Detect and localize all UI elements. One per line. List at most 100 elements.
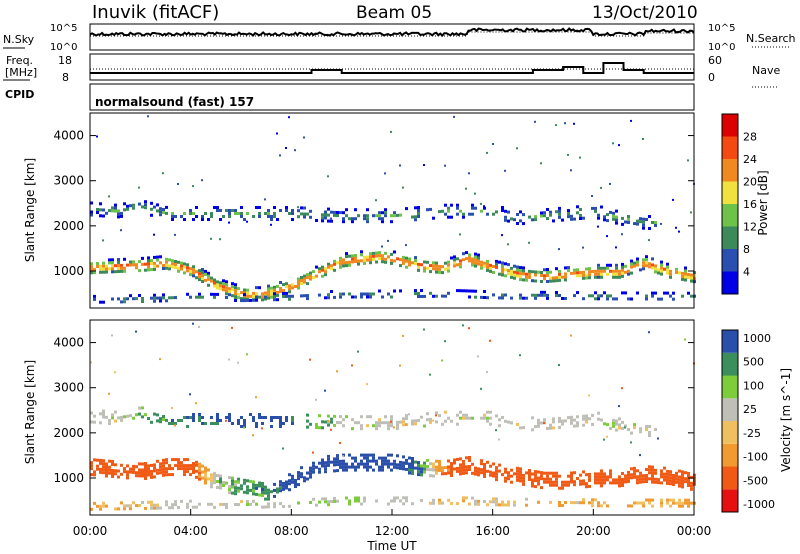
echo-cell [591, 206, 594, 210]
echo-cell [453, 264, 456, 268]
echo-cell [414, 292, 417, 296]
echo-cell [510, 269, 513, 273]
echo-cell [594, 269, 597, 273]
echo-cell [519, 266, 522, 270]
echo-cell [681, 470, 684, 474]
echo-cell [465, 251, 468, 255]
echo-cell [567, 266, 570, 270]
echo-cell [189, 209, 192, 212]
echo-cell [108, 471, 111, 475]
echo-cell [447, 260, 450, 264]
echo-cell [516, 268, 519, 272]
echo-cell [402, 496, 405, 500]
echo-cell [156, 264, 159, 268]
echo-cell [252, 294, 255, 298]
echo-cell [294, 149, 296, 152]
echo-cell [690, 501, 693, 505]
echo-cell [522, 266, 525, 270]
echo-cell [333, 414, 336, 418]
echo-cell [414, 422, 417, 426]
echo-cell [669, 272, 672, 276]
echo-cell [192, 185, 194, 188]
echo-cell [639, 430, 642, 434]
echo-cell [354, 208, 357, 212]
echo-cell [582, 423, 585, 427]
echo-cell [621, 265, 624, 269]
echo-cell [363, 499, 366, 503]
echo-cell [540, 290, 543, 294]
echo-cell [234, 503, 237, 506]
echo-cell [522, 269, 525, 273]
echo-cell [510, 266, 513, 270]
echo-cell [489, 416, 492, 420]
echo-cell [108, 422, 111, 426]
echo-cell [327, 420, 330, 424]
echo-cell [99, 421, 102, 425]
echo-cell [393, 499, 396, 503]
frequency-line [90, 62, 694, 74]
echo-cell [309, 209, 312, 213]
echo-cell [639, 471, 642, 475]
echo-cell [324, 216, 327, 220]
echo-cell [660, 504, 663, 508]
echo-cell [372, 214, 375, 218]
echo-cell [282, 487, 285, 491]
echo-cell [534, 273, 537, 277]
echo-cell [117, 297, 120, 301]
echo-cell [264, 198, 266, 201]
echo-cell [684, 266, 687, 270]
echo-cell [570, 169, 572, 172]
echo-cell [291, 212, 294, 215]
echo-cell [552, 420, 555, 424]
echo-cell [495, 472, 498, 476]
echo-cell [102, 504, 105, 508]
echo-cell [378, 214, 381, 218]
echo-cell [309, 274, 312, 278]
echo-cell [486, 262, 489, 266]
echo-cell [498, 424, 501, 428]
echo-cell [483, 261, 486, 265]
echo-cell [132, 297, 135, 301]
colorbar-swatch [722, 271, 738, 294]
echo-cell [576, 205, 579, 209]
echo-cell [417, 464, 420, 468]
echo-cell [468, 295, 471, 299]
echo-cell [654, 224, 657, 227]
echo-cell [102, 267, 105, 271]
echo-cell [486, 371, 488, 374]
echo-cell [171, 473, 174, 477]
echo-cell [519, 479, 522, 483]
echo-cell [651, 474, 654, 478]
echo-cell [489, 473, 492, 477]
echo-cell [459, 265, 462, 269]
echo-cell [579, 156, 581, 159]
echo-cell [246, 491, 249, 495]
echo-cell [627, 428, 630, 431]
echo-cell [396, 496, 399, 500]
echo-cell [201, 179, 203, 182]
echo-cell [330, 217, 332, 220]
colorbar-tick-label: 100 [743, 379, 764, 392]
echo-cell [153, 261, 156, 265]
echo-cell [378, 254, 381, 258]
echo-cell [270, 223, 272, 226]
echo-cell [660, 481, 663, 485]
echo-cell [591, 504, 594, 508]
echo-cell [228, 287, 231, 291]
echo-cell [588, 484, 591, 488]
echo-cell [441, 294, 444, 298]
echo-cell [366, 453, 369, 457]
echo-cell [459, 410, 462, 414]
echo-cell [684, 477, 687, 481]
echo-cell [459, 289, 462, 293]
echo-cell [132, 416, 135, 420]
echo-cell [444, 212, 447, 216]
echo-cell [120, 472, 123, 476]
echo-cell [219, 281, 222, 285]
echo-cell [159, 255, 162, 259]
echo-cell [399, 460, 402, 464]
echo-cell [228, 358, 230, 361]
echo-cell [687, 481, 690, 484]
echo-cell [369, 465, 372, 469]
echo-cell [585, 417, 588, 421]
